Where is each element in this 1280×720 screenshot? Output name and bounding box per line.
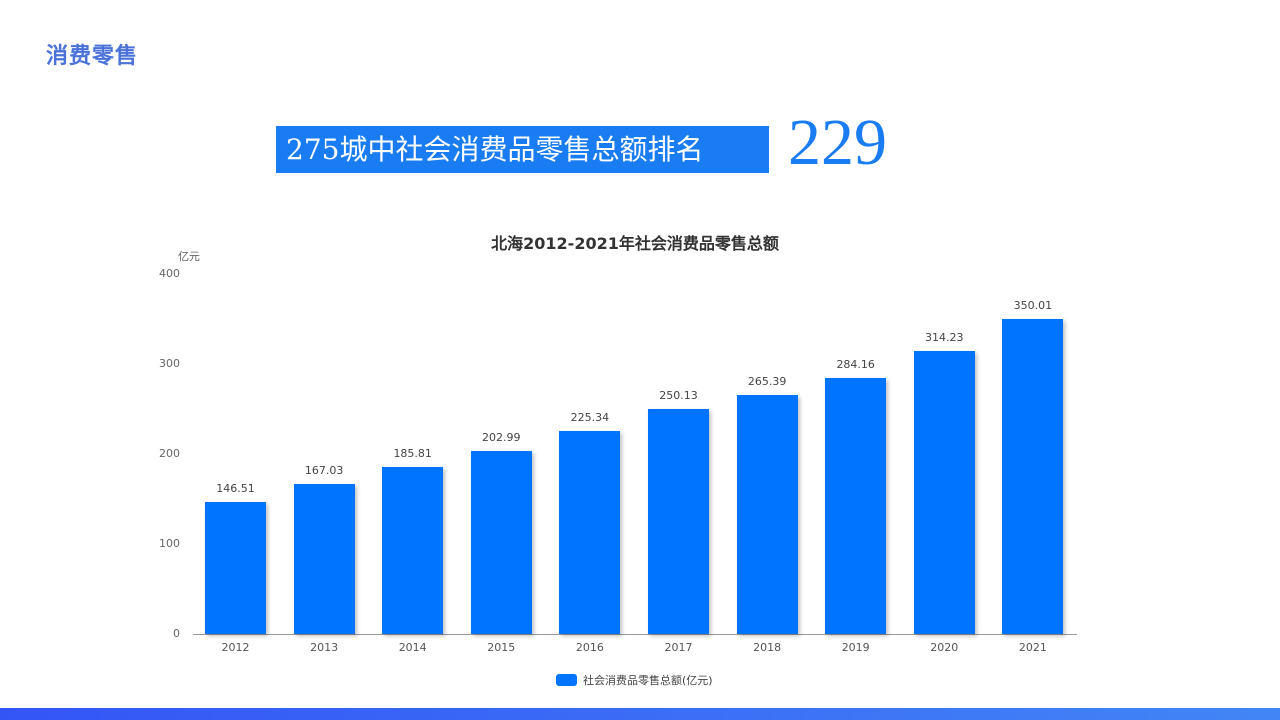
x-tick-label: 2014: [398, 641, 427, 654]
bar-value-label: 350.01: [1013, 298, 1053, 312]
y-tick: 100: [159, 537, 180, 550]
section-title: 消费零售: [46, 43, 139, 69]
y-tick: 400: [159, 267, 180, 280]
bar-value-label: 314.23: [925, 331, 964, 345]
bar-2016[interactable]: [559, 431, 621, 634]
bar-2017[interactable]: [648, 408, 709, 634]
x-tick-label: 2017: [664, 641, 693, 654]
x-tick-label: 2020: [930, 641, 959, 654]
x-tick-label: 2013: [310, 641, 339, 654]
bottom-decorative-bar: [0, 708, 1280, 720]
bar-2021[interactable]: [1002, 318, 1064, 634]
x-tick-label: 2021: [1018, 641, 1047, 654]
x-tick-label: 2016: [575, 641, 604, 654]
y-tick: 200: [159, 447, 180, 460]
x-tick-label: 2019: [841, 641, 870, 654]
bar-2012[interactable]: [205, 502, 266, 634]
y-axis-unit: 亿元: [178, 250, 200, 263]
legend-swatch-icon: [556, 674, 577, 686]
chart-title: 北海2012-2021年社会消费品零售总额: [491, 234, 779, 253]
rank-label: 275城中社会消费品零售总额排名: [276, 126, 769, 173]
bar-value-label: 185.81: [393, 446, 432, 460]
bar-2019[interactable]: [825, 378, 887, 634]
bar-2015[interactable]: [470, 451, 532, 634]
rank-value: 229: [788, 106, 887, 179]
x-tick-label: 2018: [753, 641, 782, 654]
legend[interactable]: 社会消费品零售总额(亿元): [556, 672, 713, 688]
bar-value-label: 167.03: [304, 463, 344, 477]
x-axis-line: [193, 634, 1077, 635]
bar-value-label: 250.13: [659, 388, 698, 402]
bar-2018[interactable]: [736, 395, 798, 634]
legend-label: 社会消费品零售总额(亿元): [583, 674, 713, 687]
y-tick: 0: [173, 627, 180, 640]
bar-2014[interactable]: [382, 466, 444, 634]
bar-value-label: 202.99: [482, 431, 521, 445]
bar-value-label: 225.34: [570, 411, 610, 425]
bar-value-label: 284.16: [836, 358, 875, 372]
bar-value-label: 265.39: [747, 375, 787, 389]
bar-2020[interactable]: [913, 351, 975, 634]
y-tick: 300: [159, 357, 180, 370]
x-tick-label: 2015: [487, 641, 516, 654]
bar-value-label: 146.51: [216, 482, 255, 496]
bar-2013[interactable]: [293, 483, 355, 634]
x-tick-label: 2012: [221, 641, 250, 654]
